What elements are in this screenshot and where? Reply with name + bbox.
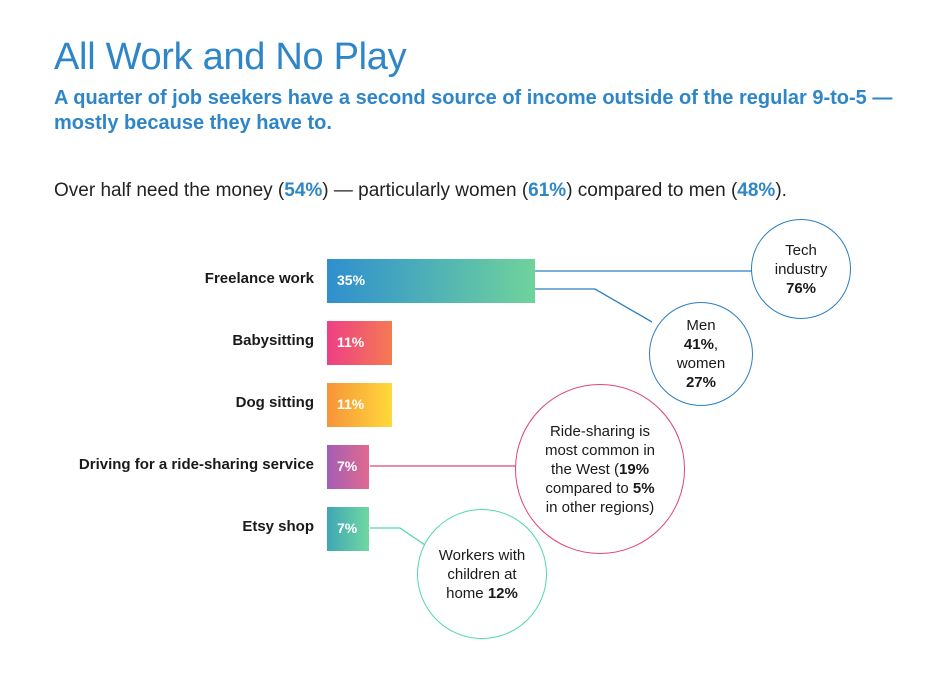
- callout-text: Workers with children at home 12%: [434, 546, 530, 603]
- summary-text: Over half need the money (54%) — particu…: [54, 180, 787, 202]
- callout-text-part: 76%: [785, 279, 817, 297]
- bar-value-label-0: 35%: [337, 272, 366, 288]
- callout-text-part: 19%: [619, 460, 650, 478]
- callout-text-part: 27%: [685, 374, 716, 391]
- callout-tech-industry: Tech industry 76%: [751, 219, 851, 319]
- callout-text-part: Ride-sharing is most common in the West …: [544, 422, 656, 478]
- page-subtitle: A quarter of job seekers have a second s…: [54, 87, 893, 134]
- bar-2: 11%: [327, 383, 392, 427]
- bar-value-label-1: 11%: [337, 334, 365, 350]
- callout-text-part: Workers with children at home: [438, 546, 526, 602]
- summary-text-4: ).: [775, 180, 787, 201]
- callout-gender: Men 41%, women 27%: [649, 302, 753, 406]
- callout-text-part: Men: [686, 317, 716, 334]
- callout-text-part: ,: [713, 336, 719, 353]
- bar-label-4: Etsy shop: [242, 518, 314, 535]
- bar-value-label-3: 7%: [337, 458, 358, 474]
- callout-text-part: in other regions): [545, 498, 655, 516]
- callout-text-part: 41%: [683, 336, 714, 353]
- bar-label-1: Babysitting: [232, 332, 314, 349]
- summary-text-2: ) — particularly women (: [322, 180, 529, 201]
- summary-overall-value: 54%: [284, 180, 323, 201]
- summary-women-value: 61%: [528, 180, 567, 201]
- bar-label-3: Driving for a ride-sharing service: [78, 456, 314, 473]
- callout-text-part: 12%: [487, 584, 518, 602]
- bar-label-0: Freelance work: [204, 270, 314, 287]
- callout-text: Ride-sharing is most common in the West …: [538, 422, 662, 517]
- connector-gender: [535, 288, 653, 323]
- bar-4: 7%: [327, 507, 369, 551]
- bar-value-label-2: 11%: [337, 396, 365, 412]
- callout-workers-children: Workers with children at home 12%: [417, 509, 547, 639]
- bar-1: 11%: [327, 321, 392, 365]
- summary-text-3: ) compared to men (: [566, 180, 738, 201]
- bar-0: 35%: [327, 259, 535, 303]
- page-title: All Work and No Play: [54, 36, 407, 78]
- callout-text: Tech industry 76%: [775, 241, 828, 298]
- summary-men-value: 48%: [737, 180, 776, 201]
- callout-text-part: compared to: [545, 479, 633, 497]
- bar-value-label-4: 7%: [337, 520, 358, 536]
- callout-text-part: 5%: [632, 479, 655, 497]
- bar-3: 7%: [327, 445, 369, 489]
- callout-text-part: women: [676, 355, 726, 372]
- callout-text-part: Tech: [785, 241, 817, 259]
- connector-children: [370, 527, 426, 546]
- summary-text-1: Over half need the money (: [54, 180, 285, 201]
- callout-text: Men 41%, women 27%: [677, 316, 725, 392]
- callout-text-part: industry: [774, 260, 828, 278]
- bar-label-2: Dog sitting: [235, 394, 314, 411]
- callout-ride-sharing-west: Ride-sharing is most common in the West …: [515, 384, 685, 554]
